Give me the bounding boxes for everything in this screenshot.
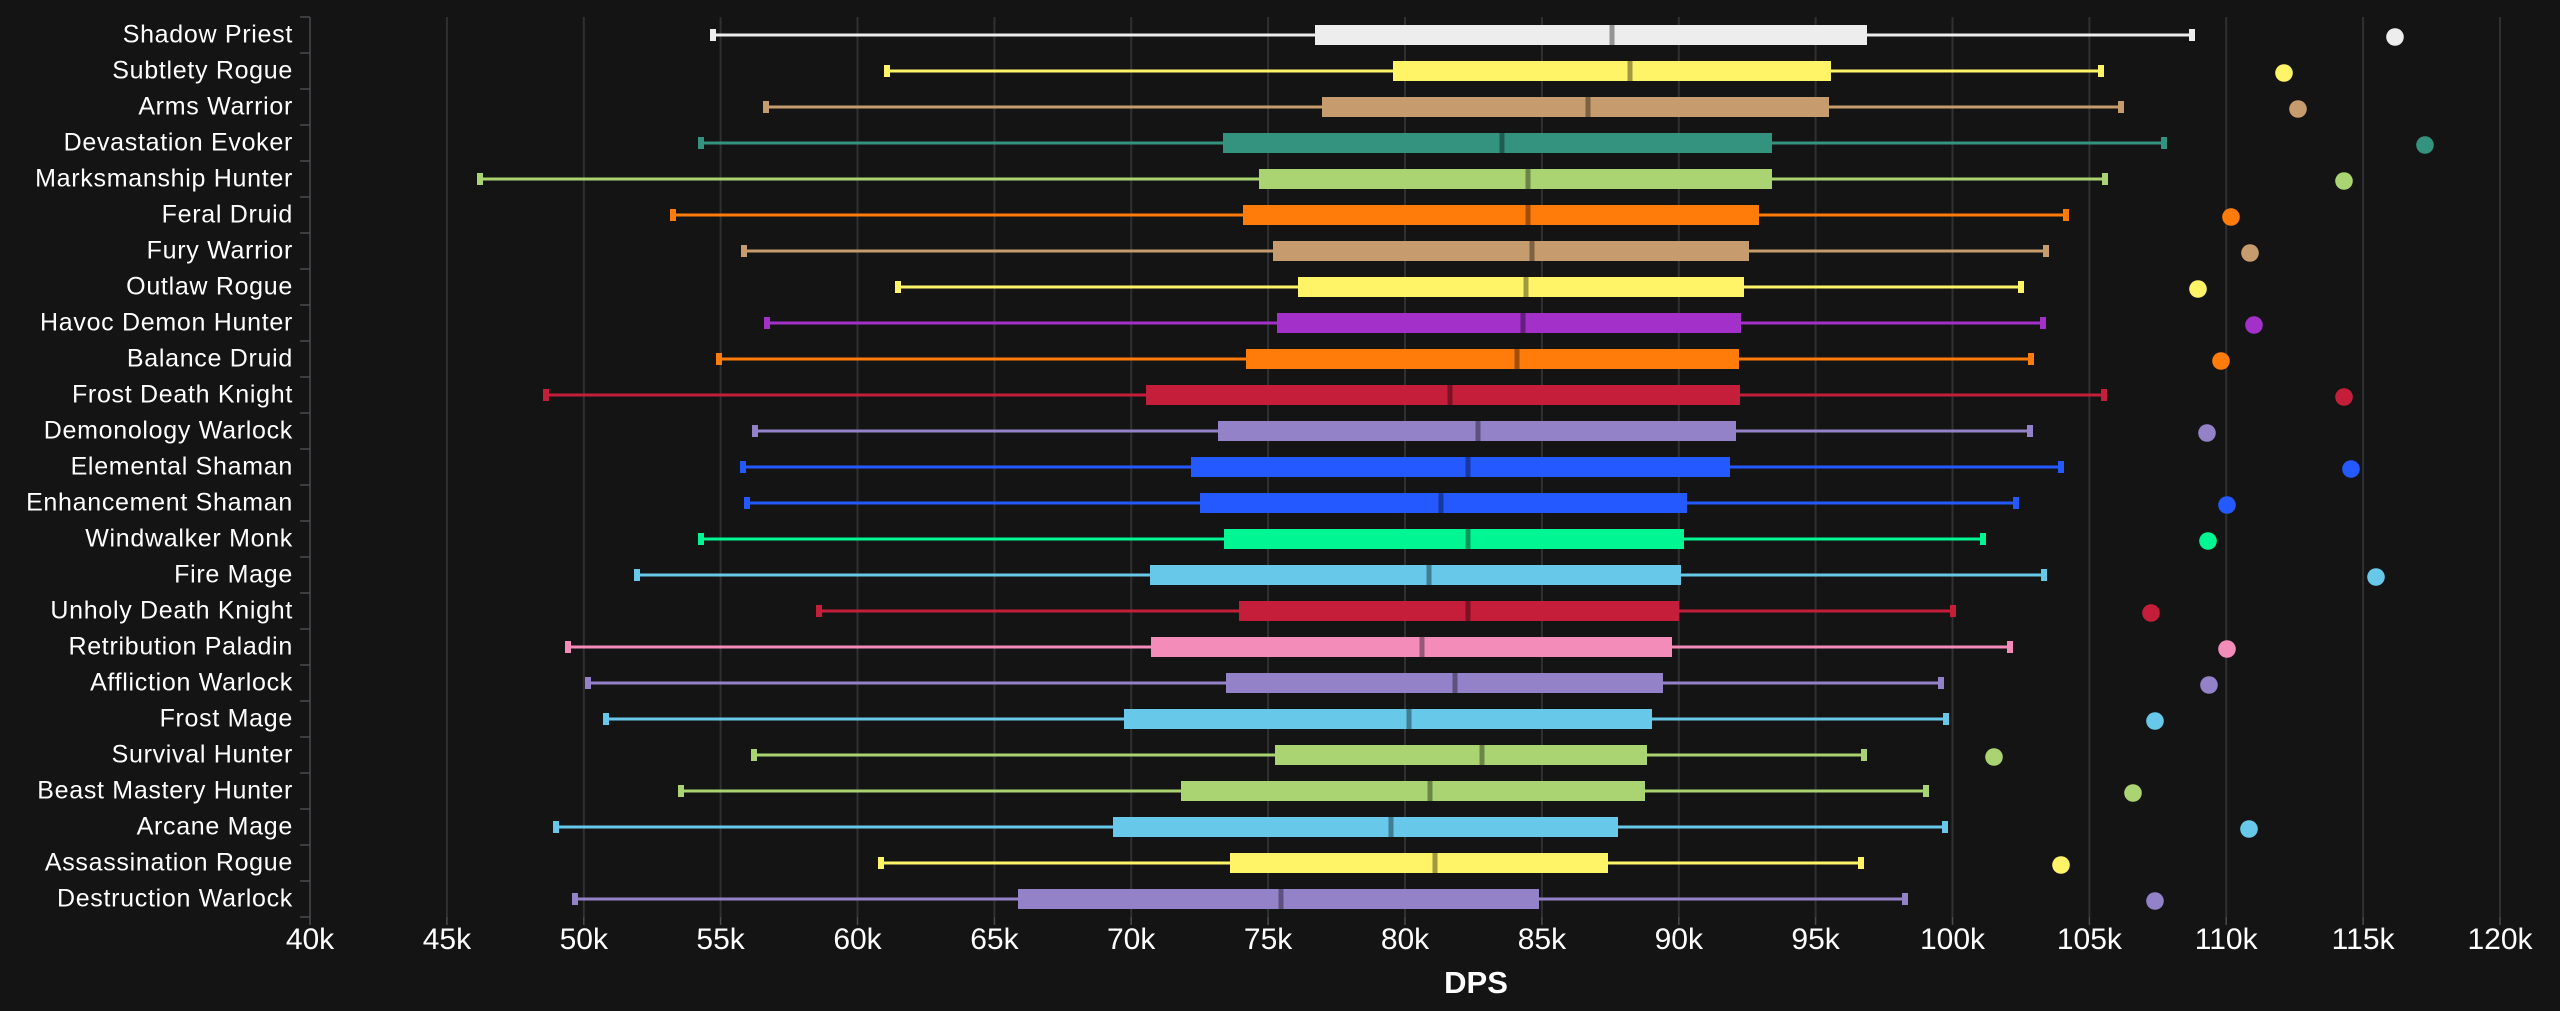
svg-text:Frost Mage: Frost Mage <box>160 705 293 733</box>
svg-text:Survival Hunter: Survival Hunter <box>112 741 293 769</box>
svg-text:Destruction Warlock: Destruction Warlock <box>57 885 293 913</box>
svg-text:Beast Mastery Hunter: Beast Mastery Hunter <box>37 777 293 805</box>
svg-text:Windwalker Monk: Windwalker Monk <box>85 525 293 553</box>
svg-text:Devastation Evoker: Devastation Evoker <box>64 129 293 157</box>
svg-text:DPS: DPS <box>1444 965 1508 1000</box>
svg-text:Outlaw Rogue: Outlaw Rogue <box>126 273 293 301</box>
svg-text:Retribution Paladin: Retribution Paladin <box>68 633 293 661</box>
svg-text:Marksmanship Hunter: Marksmanship Hunter <box>35 165 293 193</box>
svg-text:Feral Druid: Feral Druid <box>162 201 293 229</box>
svg-text:Demonology Warlock: Demonology Warlock <box>44 417 293 445</box>
svg-text:Assassination Rogue: Assassination Rogue <box>45 849 293 877</box>
svg-text:85k: 85k <box>1518 923 1567 956</box>
svg-text:55k: 55k <box>696 923 745 956</box>
svg-text:45k: 45k <box>423 923 472 956</box>
svg-text:Havoc Demon Hunter: Havoc Demon Hunter <box>40 309 293 337</box>
svg-text:100k: 100k <box>1920 923 1986 956</box>
svg-text:Subtlety Rogue: Subtlety Rogue <box>112 57 293 85</box>
svg-text:115k: 115k <box>2332 923 2396 956</box>
svg-text:65k: 65k <box>970 923 1019 956</box>
svg-text:80k: 80k <box>1381 923 1430 956</box>
svg-text:Affliction Warlock: Affliction Warlock <box>90 669 293 697</box>
svg-text:60k: 60k <box>833 923 882 956</box>
svg-text:Enhancement Shaman: Enhancement Shaman <box>26 489 293 517</box>
svg-text:50k: 50k <box>560 923 609 956</box>
svg-text:Unholy Death Knight: Unholy Death Knight <box>50 597 293 625</box>
svg-text:95k: 95k <box>1791 923 1840 956</box>
svg-text:75k: 75k <box>1244 923 1293 956</box>
svg-text:70k: 70k <box>1107 923 1156 956</box>
svg-text:90k: 90k <box>1655 923 1704 956</box>
svg-text:Balance Druid: Balance Druid <box>127 345 293 373</box>
svg-text:Shadow Priest: Shadow Priest <box>123 21 293 49</box>
svg-text:105k: 105k <box>2057 923 2123 956</box>
svg-text:Arcane Mage: Arcane Mage <box>137 813 293 841</box>
svg-text:120k: 120k <box>2467 923 2533 956</box>
svg-text:40k: 40k <box>286 923 335 956</box>
svg-text:Frost Death Knight: Frost Death Knight <box>72 381 293 409</box>
svg-text:Fire Mage: Fire Mage <box>174 561 293 589</box>
svg-text:110k: 110k <box>2195 923 2259 956</box>
svg-text:Arms Warrior: Arms Warrior <box>138 93 293 121</box>
svg-text:Elemental Shaman: Elemental Shaman <box>71 453 293 481</box>
svg-text:Fury Warrior: Fury Warrior <box>147 237 293 265</box>
